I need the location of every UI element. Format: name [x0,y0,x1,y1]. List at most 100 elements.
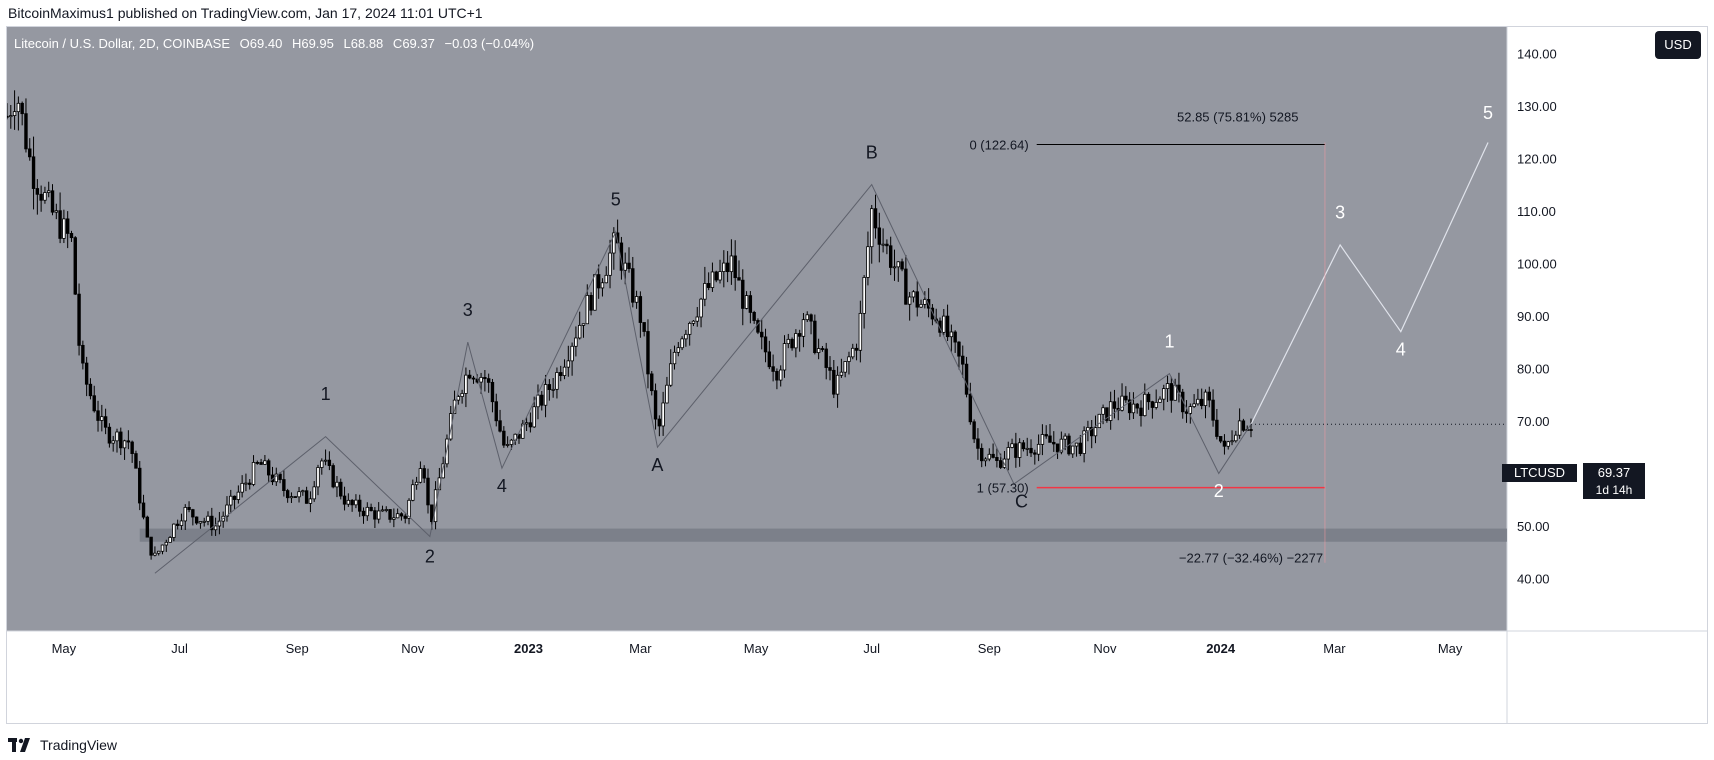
candle-body [672,351,677,365]
candle-body [168,537,172,543]
y-tick-label: 90.00 [1517,309,1550,324]
candle-body [1105,407,1109,421]
candle-body [339,481,343,497]
candle-body [342,495,347,505]
candle-body [612,232,616,254]
candle-body [138,467,142,504]
candle-body [1150,401,1155,408]
candle-body [452,399,457,414]
candle-body [870,208,874,248]
candle-body [1234,434,1238,442]
candle-body [714,271,718,281]
candle-body [600,282,605,289]
candle-body [327,459,332,466]
candle-body [763,336,768,353]
candle-body [665,384,669,404]
candle-body [1230,440,1234,443]
candle-body [346,499,351,505]
candle-body [449,413,453,440]
wave-label: B [866,142,878,162]
x-tick-label: 2023 [514,641,543,656]
candle-body [103,416,108,428]
candle-body [873,208,878,229]
low-label: L [343,36,351,51]
candle-body [524,422,529,425]
candle-body [145,516,150,538]
y-tick-label: 110.00 [1517,204,1556,219]
candle-body [282,479,286,491]
y-tick-label: 80.00 [1517,361,1550,376]
close-label: C [392,36,403,51]
wave-label: 5 [611,190,621,210]
candle-body [88,383,93,397]
wave-label: 3 [1335,203,1345,223]
candle-body [1162,388,1166,400]
candle-body [96,410,100,421]
candle-body [631,268,635,303]
x-tick-label: May [1438,641,1463,656]
candle-body [585,294,589,325]
support-zone [139,528,1507,542]
wave-label: 1 [1164,331,1174,351]
candle-body [1120,395,1124,411]
candle-body [134,453,138,469]
candle-body [206,515,210,522]
candle-body [1143,393,1147,417]
candle-body [335,481,339,488]
candle-body [486,378,491,383]
measure-label: 52.85 (75.81%) 5285 [1177,110,1298,125]
candle-body [964,363,969,395]
candle-body [1154,401,1158,408]
candle-body [73,237,77,295]
candle-body [904,268,908,305]
candle-body [691,320,696,324]
candle-body [608,252,612,276]
candle-body [581,323,586,326]
candle-body [847,356,851,362]
candle-body [278,473,282,480]
footer[interactable]: TradingView [8,734,117,756]
candle-body [676,347,681,353]
candle-body [84,362,89,385]
price-chart[interactable]: 40.0050.0060.0070.0080.0090.00100.00110.… [7,27,1707,723]
candle-body [1025,447,1029,450]
y-tick-label: 100.00 [1517,256,1557,271]
candle-body [422,468,426,479]
candle-body [627,262,631,270]
candle-body [1124,395,1128,401]
currency-button[interactable]: USD [1655,31,1701,59]
candle-body [888,245,893,268]
chart-frame[interactable]: 40.0050.0060.0070.0080.0090.00100.00110.… [6,26,1708,724]
candle-body [24,113,28,150]
candle-body [1097,413,1101,429]
candle-body [1090,427,1094,437]
candle-body [805,314,809,321]
candle-body [968,393,973,423]
candle-body [490,381,495,403]
candle-body [718,271,722,281]
candle-body [153,552,157,556]
candle-body [157,550,161,554]
symbol-title[interactable]: Litecoin / U.S. Dollar, 2D, COINBASE [14,36,231,51]
candle-body [502,430,506,446]
candle-body [1222,440,1227,447]
candle-body [547,384,552,390]
wave-label: 2 [425,547,435,567]
tradingview-logo-icon [8,738,30,752]
candle-body [983,458,988,462]
candle-body [896,261,900,268]
candle-body [528,422,533,428]
candle-body [1241,420,1246,431]
candle-body [779,369,783,381]
wave-label: C [1015,492,1028,512]
candle-body [47,190,51,193]
candle-body [1218,436,1223,442]
candle-body [164,541,168,546]
candle-body [373,510,377,520]
candle-body [1108,401,1113,421]
wave-label: 4 [1396,339,1406,359]
candle-body [828,367,832,371]
candle-body [1055,443,1060,453]
candle-body [551,388,555,391]
fib-level-label: 1 (57.30) [977,481,1029,496]
